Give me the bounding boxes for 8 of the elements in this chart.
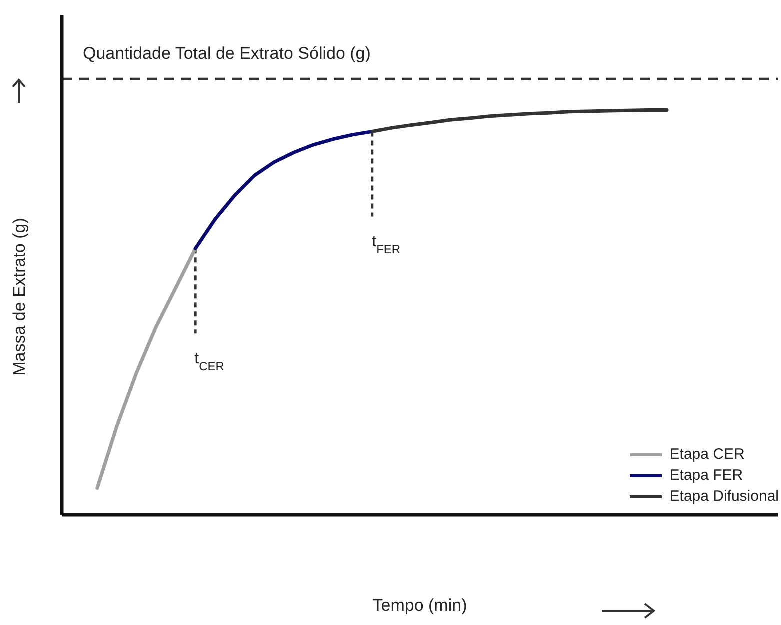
annotation: t$_{CER}$ [194,350,225,374]
annotation: t$_{FER}$ [372,234,401,257]
legend-label: Etapa FER [670,467,744,484]
legend-label: Etapa Difusional [670,488,779,505]
x-axis-title: Tempo (min) [372,596,468,616]
legend-label: Etapa CER [670,446,745,463]
y-axis-title: Massa de Extrato (g) [10,218,30,376]
ref-line-label: Quantidade Total de Extrato Sólido (g) [83,44,371,64]
